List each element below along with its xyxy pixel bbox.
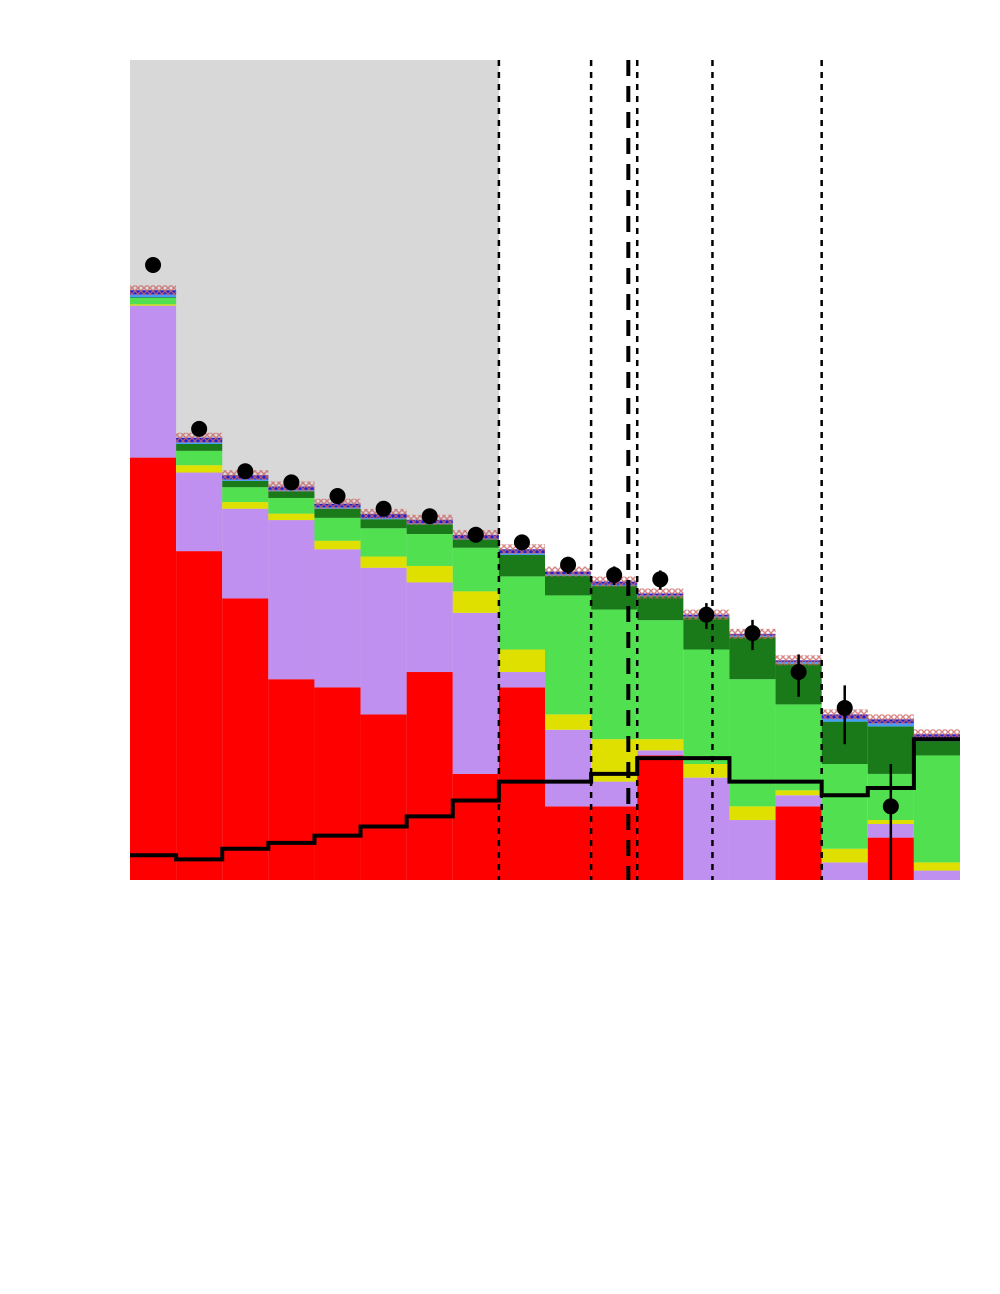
- hist-bar-tt_gg: [914, 741, 960, 755]
- data-point: [468, 527, 484, 543]
- hist-bar-V_g: [822, 862, 868, 880]
- data-point: [237, 463, 253, 479]
- data-point: [883, 798, 899, 814]
- chart-figure: [0, 0, 1000, 1294]
- hist-bar-tt_g: [407, 534, 453, 566]
- hist-bar-other: [453, 774, 499, 880]
- hist-bar-tt_g: [683, 650, 729, 764]
- hist-bar-other: [268, 679, 314, 880]
- hist-bar-V_g: [407, 582, 453, 672]
- hist-bar-V_g: [683, 778, 729, 880]
- hist-bar-other: [499, 687, 545, 880]
- hist-bar-other: [222, 598, 268, 880]
- hist-bar-tt_gg: [130, 297, 176, 298]
- data-point: [376, 501, 392, 517]
- hist-bar-tt_jets: [545, 714, 591, 729]
- hist-bar-tt_gg: [268, 491, 314, 498]
- hist-bar-tt_g: [776, 704, 822, 790]
- hist-bar-other: [776, 806, 822, 880]
- hist-bar-tt_jets: [361, 557, 407, 568]
- hist-bar-tt_gg: [176, 444, 222, 451]
- hist-bar-tt_gg: [314, 509, 360, 518]
- hist-bar-tt_gg: [637, 596, 683, 620]
- hist-bar-tt_g: [637, 620, 683, 739]
- data-point: [791, 664, 807, 680]
- hist-bar-V_g: [453, 613, 499, 774]
- data-point: [745, 625, 761, 641]
- data-point: [606, 567, 622, 583]
- hist-bar-V_g: [914, 871, 960, 880]
- hist-bar-V_g: [314, 549, 360, 687]
- data-point: [652, 571, 668, 587]
- hist-bar-tt_g: [268, 498, 314, 514]
- hist-bar-tt_g: [314, 518, 360, 541]
- hist-bar-V_g: [176, 473, 222, 552]
- hist-bar-tt_g: [545, 595, 591, 714]
- hist-bar-V_g: [130, 306, 176, 458]
- hist-bar-tt_gg: [499, 555, 545, 576]
- hist-bar-other: [361, 714, 407, 880]
- hist-bar-tt_jets: [222, 502, 268, 509]
- hist-bar-tt_g: [914, 755, 960, 862]
- data-point: [422, 508, 438, 524]
- hist-bar-V_g: [222, 509, 268, 599]
- hist-bar-tt_jets: [314, 541, 360, 550]
- hist-bar-tt_jets: [822, 849, 868, 863]
- hist-bar-tt_jets: [637, 739, 683, 750]
- data-point: [330, 488, 346, 504]
- hist-bar-V_g: [729, 820, 775, 880]
- hist-bar-tt_jets: [407, 566, 453, 582]
- data-point: [837, 700, 853, 716]
- stack-unc: [868, 714, 914, 724]
- hist-bar-V_g: [268, 520, 314, 679]
- hist-bar-tt_g: [499, 576, 545, 649]
- hist-bar-V_g: [637, 750, 683, 755]
- data-point: [283, 474, 299, 490]
- hist-bar-other: [176, 551, 222, 880]
- hist-bar-tt_jets: [776, 790, 822, 795]
- hist-bar-tt_jets: [453, 591, 499, 613]
- hist-bar-tt_jets: [683, 764, 729, 778]
- hist-bar-V_g: [545, 730, 591, 807]
- hist-bar-tt_jets: [268, 514, 314, 520]
- hist-bar-tt_gg: [545, 576, 591, 596]
- stack-unc: [637, 589, 683, 599]
- hist-bar-other: [637, 755, 683, 880]
- hist-bar-other: [545, 806, 591, 880]
- hist-bar-tt_g: [822, 764, 868, 849]
- data-point: [514, 534, 530, 550]
- hist-bar-tt_g: [222, 487, 268, 502]
- stack-unc: [130, 285, 176, 295]
- data-point: [560, 557, 576, 573]
- hist-bar-tt_g: [176, 451, 222, 465]
- hist-bar-other: [407, 672, 453, 880]
- hist-bar-tt_gg: [361, 519, 407, 528]
- hist-bar-V_g: [499, 672, 545, 687]
- hist-bar-tt_g: [361, 528, 407, 556]
- hist-bar-tt_gg: [222, 481, 268, 487]
- hist-bar-tt_gg: [407, 524, 453, 534]
- hist-bar-tt_jets: [499, 650, 545, 672]
- hist-bar-other: [314, 687, 360, 880]
- hist-bar-V_g: [776, 795, 822, 806]
- hist-bar-tt_g: [453, 548, 499, 592]
- hist-bar-tt_g: [729, 679, 775, 806]
- hist-bar-tt_jets: [130, 304, 176, 305]
- chart-svg: [0, 0, 1000, 1294]
- hist-bar-tt_jets: [176, 465, 222, 472]
- data-point: [191, 421, 207, 437]
- data-point: [145, 257, 161, 273]
- hist-bar-tt_g: [130, 298, 176, 304]
- hist-bar-other: [130, 458, 176, 880]
- hist-bar-tt_jets: [729, 806, 775, 820]
- hist-bar-tt_jets: [914, 862, 960, 870]
- hist-bar-V_g: [361, 568, 407, 715]
